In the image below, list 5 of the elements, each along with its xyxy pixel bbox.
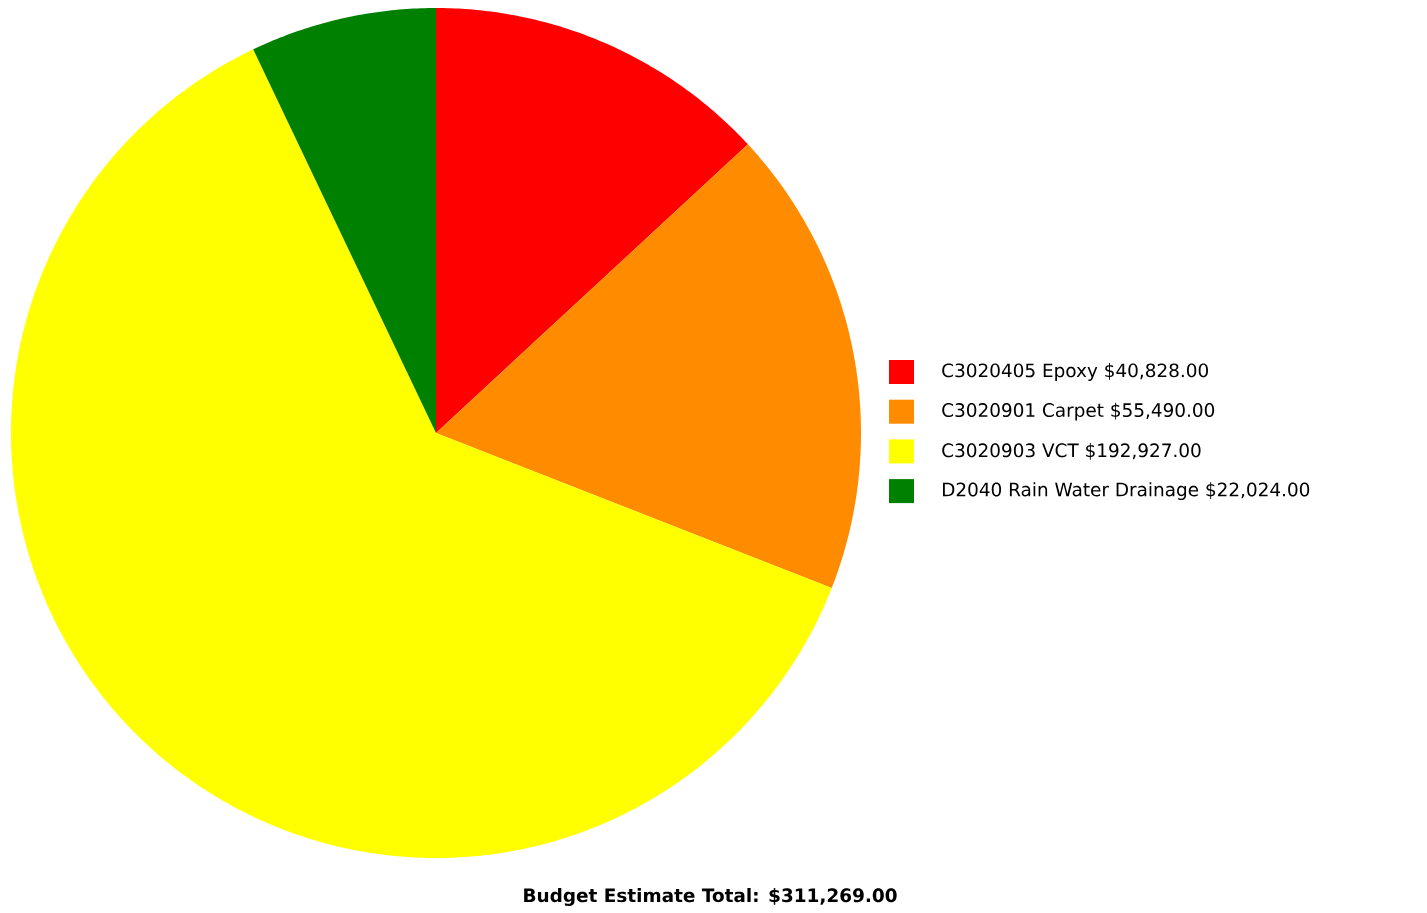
legend-label: C3020901 Carpet $55,490.00: [942, 402, 1215, 421]
legend-label: C3020405 Epoxy $40,828.00: [942, 363, 1208, 381]
text: Budget Estimate Total: $311,269.00: [524, 888, 897, 906]
legend-label: C3020903 VCT $192,927.00: [942, 443, 1201, 460]
legend-label: D2040 Rain Water Drainage $22,024.00: [943, 482, 1310, 501]
